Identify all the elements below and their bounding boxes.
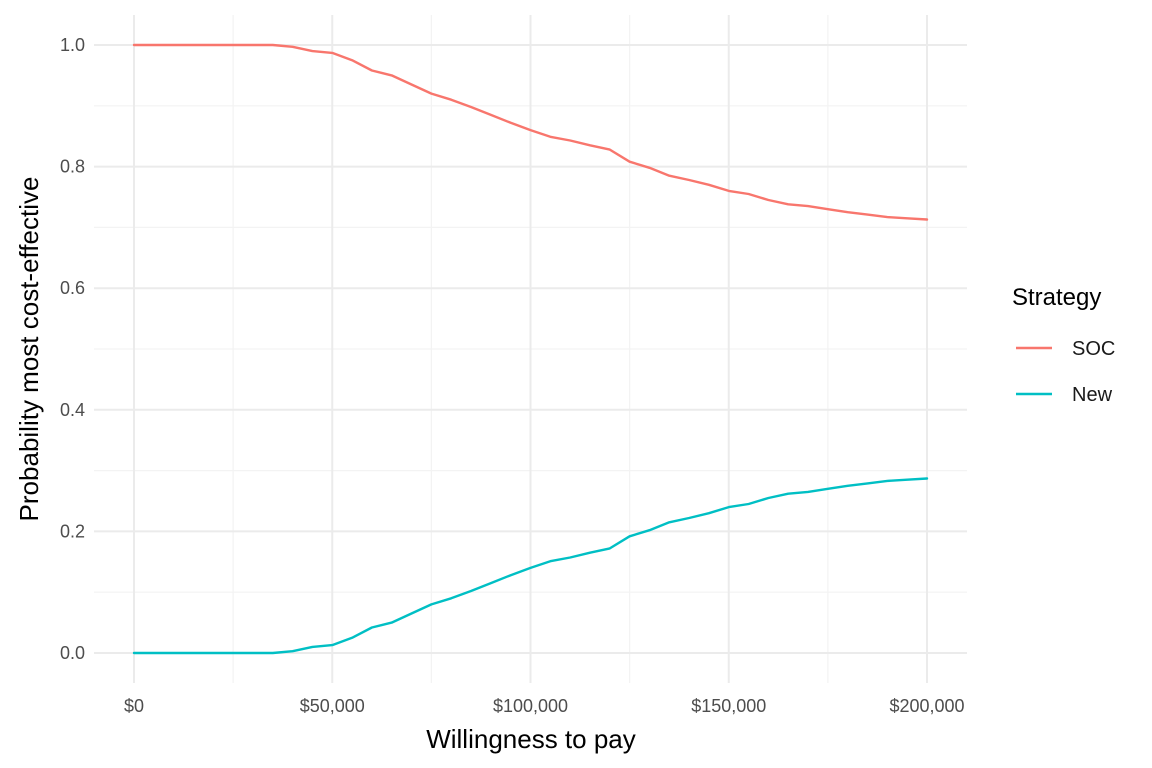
tick-labels: $0 $50,000 $100,000 $150,000 $200,000 0.0 0.2 0… [60,35,965,716]
x-tick-label: $200,000 [889,696,964,716]
legend-label-soc: SOC [1072,338,1115,360]
x-tick-label: $50,000 [300,696,365,716]
legend-label-new: New [1072,384,1113,406]
x-axis-title: Willingness to pay [426,724,636,754]
x-tick-label: $150,000 [691,696,766,716]
y-axis-title: Probability most cost-effective [14,177,44,522]
y-tick-label: 0.2 [60,521,85,541]
y-tick-label: 0.6 [60,278,85,298]
x-tick-label: $100,000 [493,696,568,716]
x-tick-label: $0 [124,696,144,716]
series-lines [132,43,929,655]
legend-title: Strategy [1012,284,1101,311]
y-tick-label: 1.0 [60,35,85,55]
y-tick-label: 0.8 [60,157,85,177]
y-tick-label: 0.0 [60,643,85,663]
grid [94,15,967,683]
series-line-new [132,477,929,655]
series-line-soc [132,43,929,221]
y-tick-label: 0.4 [60,400,85,420]
legend: Strategy SOC New [1012,284,1115,406]
